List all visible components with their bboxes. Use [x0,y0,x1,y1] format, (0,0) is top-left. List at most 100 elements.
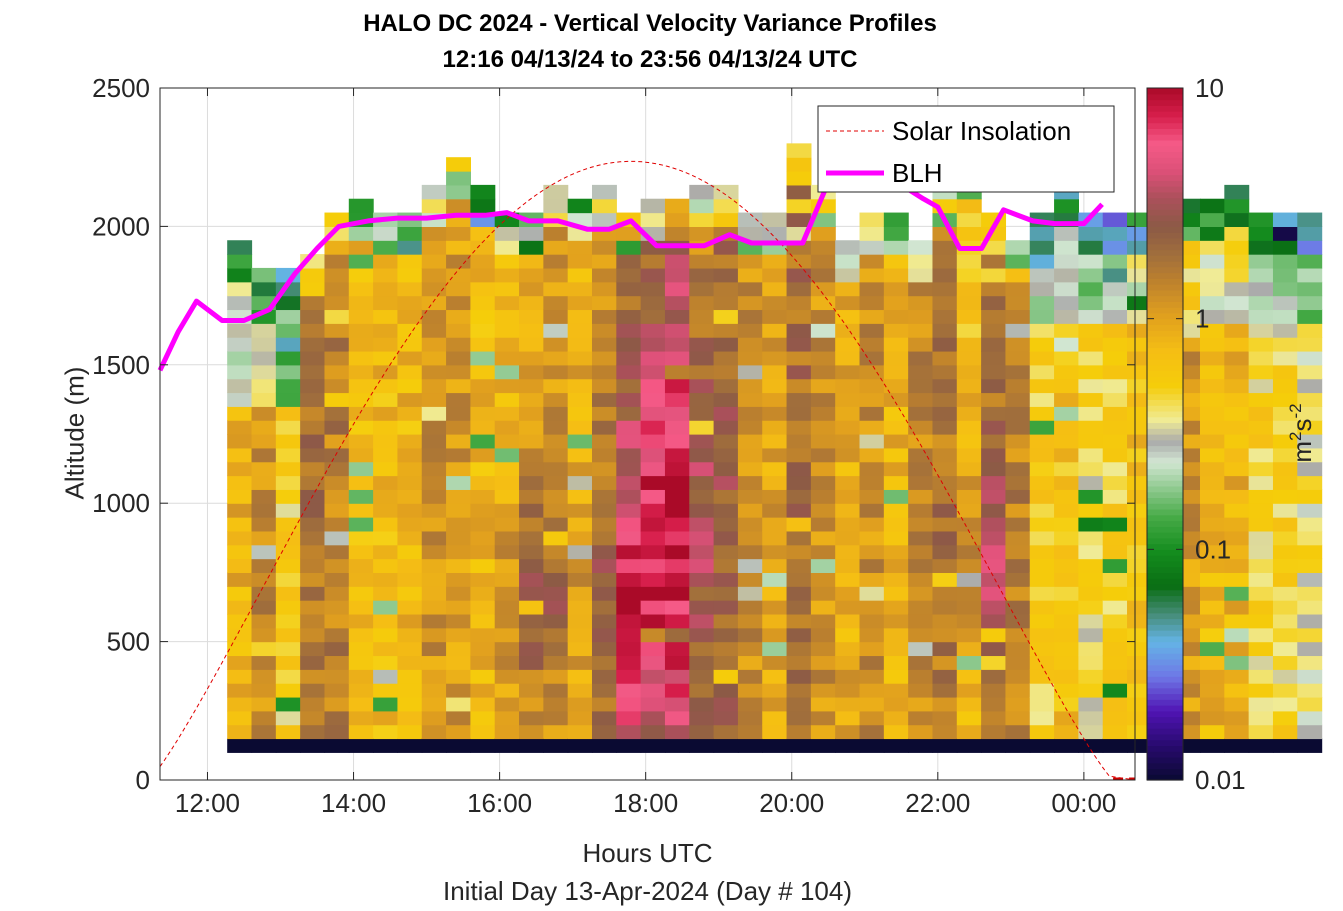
heatmap-cell [1029,267,1055,283]
heatmap-cell [591,295,617,311]
heatmap-cell [737,420,763,435]
heatmap-cell [1224,240,1250,255]
heatmap-cell [810,406,836,421]
heatmap-cell [859,613,885,629]
heatmap-cell [1297,530,1323,546]
colorbar-segment [1147,468,1183,475]
heatmap-cell [324,378,350,394]
heatmap-cell [859,683,885,698]
heatmap-cell [640,337,666,352]
heatmap-cell [1224,309,1250,324]
colorbar-segment [1147,612,1183,620]
heatmap-cell [932,434,958,449]
heatmap-cell [1005,267,1031,283]
colorbar-segment [1147,480,1183,487]
heatmap-cell [373,350,399,366]
heatmap-cell [470,420,496,435]
heatmap-cell [275,530,301,546]
heatmap-cell [275,710,301,726]
heatmap-cell [883,267,909,283]
heatmap-cell [397,240,423,255]
heatmap-cell [908,641,934,657]
heatmap-cell [591,378,617,394]
heatmap-cell [1297,350,1323,366]
heatmap-cell [883,350,909,366]
heatmap-cell [1005,364,1031,380]
heatmap-cell [932,267,958,283]
heatmap-cell [446,406,471,421]
heatmap-cell [1054,655,1079,670]
heatmap-cell [616,323,642,338]
heatmap-cell [981,267,1007,283]
heatmap-cell [567,503,593,518]
heatmap-cell [1272,323,1298,338]
heatmap-cell [470,392,496,407]
heatmap-cell [1272,586,1298,601]
heatmap-cell [1102,683,1128,698]
heatmap-cell [397,267,423,283]
heatmap-cell [883,586,909,601]
heatmap-cell [1127,434,1152,449]
heatmap-cell [543,364,569,380]
heatmap-cell [1200,683,1225,698]
heatmap-cell [591,503,617,518]
heatmap-cell [1005,738,1031,753]
heatmap-cell [251,600,277,615]
heatmap-cell [908,281,934,297]
heatmap-cell [519,503,544,518]
heatmap-cell [543,503,569,518]
heatmap-cell [908,517,934,532]
heatmap-cell [932,392,958,407]
heatmap-cell [981,655,1007,670]
heatmap-cell [1029,641,1055,657]
heatmap-cell [1054,641,1079,657]
heatmap-cell [421,295,447,311]
heatmap-cell [567,461,593,477]
heatmap-cell [1248,517,1274,532]
heatmap-cell [1272,627,1298,643]
heatmap-cell [275,627,301,643]
heatmap-cell [713,600,739,615]
heatmap-cell [981,724,1007,740]
heatmap-cell [835,586,861,601]
colorbar-segment [1147,99,1183,106]
heatmap-cell [883,724,909,740]
heatmap-cell [932,696,958,712]
heatmap-cell [421,254,447,269]
heatmap-cell [713,489,739,504]
heatmap-cell [1029,378,1055,394]
heatmap-cell [1272,295,1298,311]
colorbar-segment [1147,664,1183,672]
heatmap-cell [981,364,1007,380]
heatmap-cell [348,544,374,560]
heatmap-cell [470,683,496,698]
heatmap-cell [1054,461,1079,477]
heatmap-cell [713,281,739,297]
colorbar-segment [1147,347,1183,354]
heatmap-cell [421,461,447,477]
heatmap-cell [932,600,958,615]
heatmap-cell [737,724,763,740]
heatmap-cell [494,254,520,269]
heatmap-cell [810,572,836,587]
heatmap-cell [616,309,642,324]
heatmap-cell [810,558,836,573]
heatmap-cell [1005,434,1031,449]
heatmap-cell [1029,600,1055,615]
heatmap-cell [567,641,593,657]
heatmap-cell [421,710,447,726]
heatmap-cell [446,710,471,726]
heatmap-cell [932,669,958,684]
heatmap-cell [981,475,1007,490]
colorbar-segment [1147,387,1183,395]
heatmap-cell [1054,696,1079,712]
heatmap-cell [1200,475,1225,490]
heatmap-cell [1224,254,1250,269]
heatmap-cell [1200,447,1225,463]
heatmap-cell [664,254,690,269]
heatmap-cell [1078,240,1104,255]
heatmap-cell [251,378,277,394]
heatmap-cell [786,641,812,657]
heatmap-cell [932,627,958,643]
colorbar-segment [1147,209,1183,216]
